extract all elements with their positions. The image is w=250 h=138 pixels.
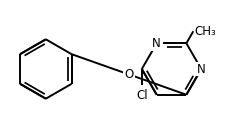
Text: N: N	[197, 63, 205, 75]
Text: N: N	[152, 37, 161, 50]
Text: O: O	[124, 68, 134, 81]
Text: Cl: Cl	[136, 89, 148, 102]
Text: CH₃: CH₃	[194, 25, 216, 38]
